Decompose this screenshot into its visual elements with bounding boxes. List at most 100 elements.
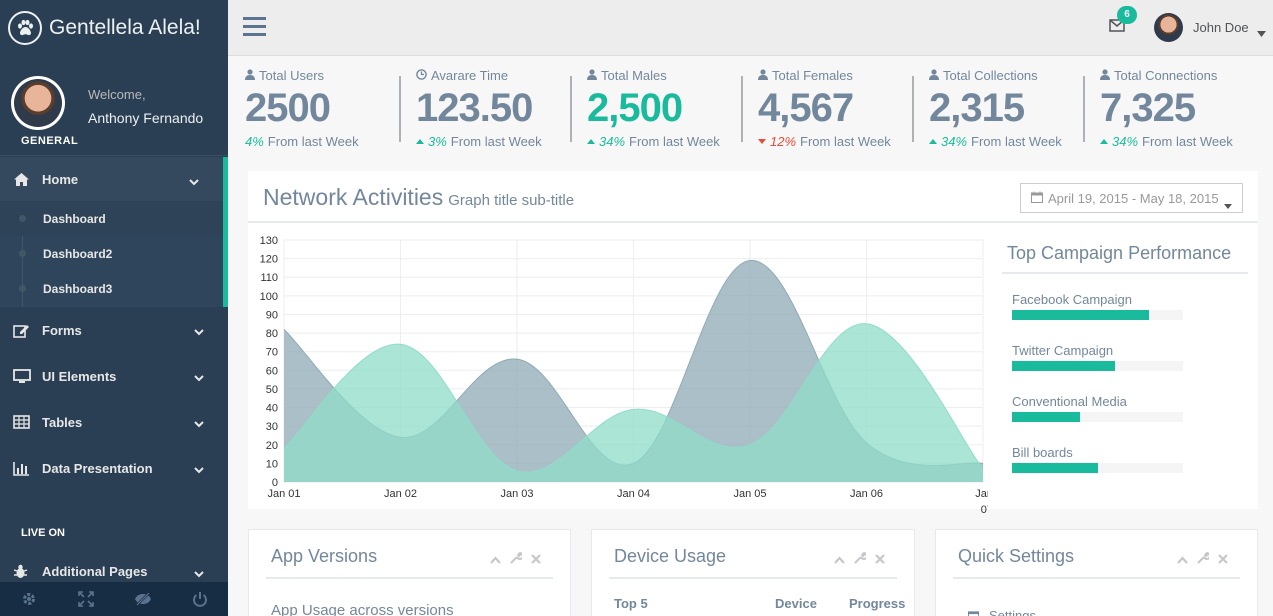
user-icon	[1100, 68, 1114, 83]
caret-up-icon	[929, 139, 937, 144]
progress-fill	[1012, 412, 1081, 422]
sidebar-item-label: Additional Pages	[42, 563, 148, 579]
topbar: 6 John Doe	[228, 0, 1273, 56]
bar-chart-icon	[13, 461, 35, 476]
sidebar-subitem-dashboard2[interactable]: Dashboard2	[0, 236, 223, 271]
y-tick-label: 60	[266, 365, 278, 377]
stat-tile: Total Males 2,500 34% From last Week	[570, 56, 741, 164]
sidebar-item-ui-elements[interactable]: UI Elements	[0, 353, 228, 399]
chevron-up-icon[interactable]	[834, 551, 845, 569]
edit-icon	[13, 323, 35, 338]
sidebar-item-tables[interactable]: Tables	[0, 399, 228, 445]
area-chart-svg: 0 10 20 30 40 50 60 70 80 90 100 110 120 130 Jan 01 Jan…	[260, 235, 993, 516]
campaign-name: Facebook Campaign	[1012, 292, 1132, 307]
sidebar-item-data-presentation[interactable]: Data Presentation	[0, 445, 228, 491]
date-range-text: April 19, 2015 - May 18, 2015	[1048, 190, 1219, 206]
panel-title: App Versions	[271, 546, 378, 566]
top-campaign-performance: Top Campaign Performance Facebook Campai…	[1002, 225, 1248, 478]
stat-tile: Total Connections 7,325 34% From last Week	[1083, 56, 1254, 164]
network-subtitle: Graph title sub-title	[448, 192, 575, 209]
sidebar-item-additional-pages[interactable]: Additional Pages	[0, 551, 228, 591]
sidebar-subitem-dashboard[interactable]: Dashboard	[0, 201, 223, 236]
y-tick-label: 110	[260, 272, 278, 284]
gear-icon[interactable]	[0, 582, 57, 616]
stat-tile: Total Females 4,567 12% From last Week	[741, 56, 912, 164]
user-icon	[758, 68, 772, 83]
stat-change: 34% From last Week	[929, 134, 1062, 149]
wrench-icon[interactable]	[1197, 551, 1211, 569]
y-tick-label: 80	[266, 328, 278, 340]
date-range-picker[interactable]: April 19, 2015 - May 18, 2015	[1020, 183, 1243, 213]
x-tick-label: Jan	[975, 488, 988, 500]
caret-down-icon	[758, 139, 766, 144]
sidebar-nav: Home Dashboard Dashboard2 Dashboard3 For…	[0, 157, 228, 491]
fullscreen-icon[interactable]	[57, 582, 114, 616]
chevron-down-icon	[194, 566, 204, 581]
y-tick-label: 20	[266, 440, 278, 452]
chevron-up-icon[interactable]	[1177, 551, 1188, 569]
campaign-item: Bill boards	[1002, 427, 1248, 478]
x-tick-label: Jan 03	[500, 488, 533, 500]
sidebar-item-home[interactable]: Home	[0, 157, 228, 201]
chevron-down-icon	[194, 462, 204, 477]
user-name[interactable]: John Doe	[1193, 20, 1249, 35]
eye-slash-icon[interactable]	[114, 582, 171, 616]
wrench-icon[interactable]	[854, 551, 868, 569]
user-avatar[interactable]	[1154, 13, 1183, 42]
network-header: Network Activities Graph title sub-title …	[248, 171, 1258, 223]
caret-up-icon	[416, 139, 424, 144]
user-icon	[929, 68, 943, 83]
sidebar-item-label: UI Elements	[42, 368, 117, 384]
user-icon	[245, 68, 259, 83]
chevron-down-icon	[194, 324, 204, 339]
top-campaign-title: Top Campaign Performance	[1002, 225, 1248, 274]
close-icon[interactable]	[1218, 551, 1228, 569]
welcome-text: Welcome,	[88, 87, 146, 102]
chevron-down-icon[interactable]	[1257, 24, 1266, 42]
chevron-down-icon	[194, 416, 204, 431]
power-icon[interactable]	[171, 582, 228, 616]
close-icon[interactable]	[531, 551, 541, 569]
line-series-1	[283, 323, 984, 473]
stat-value: 2,500	[587, 86, 683, 130]
hamburger-menu-icon[interactable]	[243, 17, 266, 41]
sidebar-subitem-dashboard3[interactable]: Dashboard3	[0, 271, 223, 306]
quick-settings-item[interactable]: Settings	[989, 608, 1036, 616]
progress-fill	[1012, 361, 1115, 371]
campaign-item: Conventional Media	[1002, 376, 1248, 427]
brand[interactable]: Gentellela Alela!	[0, 0, 228, 56]
close-icon[interactable]	[875, 551, 885, 569]
chevron-down-icon	[189, 174, 199, 189]
panel-title: Quick Settings	[958, 546, 1075, 566]
sidebar-footer	[0, 582, 228, 616]
table-icon	[13, 415, 35, 429]
user-icon	[587, 68, 601, 83]
stat-value: 2500	[245, 86, 331, 130]
chevron-up-icon[interactable]	[490, 551, 501, 569]
y-tick-label: 90	[266, 309, 278, 321]
y-tick-label: 120	[260, 254, 278, 266]
brand-title: Gentellela Alela!	[49, 16, 201, 39]
campaign-name: Conventional Media	[1012, 394, 1127, 409]
bug-icon	[13, 564, 35, 579]
stat-tile: Avarare Time 123.50 3% From last Week	[399, 56, 570, 164]
panel-title: Device Usage	[614, 546, 727, 566]
column-header-top5: Top 5	[614, 596, 648, 611]
stat-value: 2,315	[929, 86, 1025, 130]
sidebar: Gentellela Alela! Welcome, Anthony Ferna…	[0, 0, 228, 616]
stat-label: Total Males	[587, 68, 667, 83]
campaign-item: Facebook Campaign	[1002, 274, 1248, 325]
stat-label: Total Collections	[929, 68, 1038, 83]
caret-up-icon	[1100, 139, 1108, 144]
progress-fill	[1012, 310, 1149, 320]
sidebar-item-label: Tables	[42, 414, 83, 430]
sidebar-item-forms[interactable]: Forms	[0, 307, 228, 353]
progress-fill	[1012, 463, 1098, 473]
stat-label: Total Females	[758, 68, 853, 83]
wrench-icon[interactable]	[510, 551, 524, 569]
app-usage-heading: App Usage across versions	[271, 602, 454, 616]
y-tick-label: 130	[260, 235, 278, 247]
progress-bar	[1012, 310, 1183, 320]
stat-value: 123.50	[416, 86, 533, 130]
